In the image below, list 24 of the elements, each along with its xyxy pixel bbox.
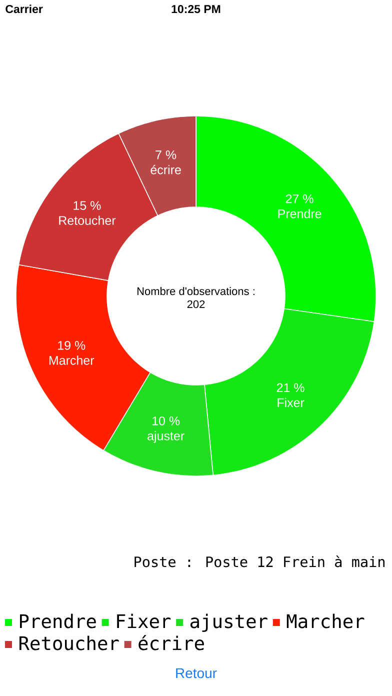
data-label: 15 %: [74, 201, 101, 210]
legend-label: Marcher: [286, 614, 364, 628]
text: Poste : Poste 12 Frein à main: [134, 556, 385, 568]
text: Retour: [176, 668, 217, 678]
legend-label: Retoucher: [20, 636, 119, 650]
slice-label: écrire: [150, 164, 181, 174]
data-label: 7 %: [156, 150, 176, 160]
data-label: 10 %: [152, 416, 180, 426]
slice-label: Fixer: [278, 398, 304, 408]
text: Nombre d'observations :: [137, 287, 254, 296]
text: 202: [187, 300, 205, 308]
slice-label: Prendre: [278, 209, 322, 218]
legend-label: écrire: [138, 635, 204, 650]
data-label: 27 %: [286, 194, 314, 204]
slice-label: ajuster: [148, 431, 184, 443]
data-label: 21 %: [276, 383, 304, 392]
legend-label: Prendre: [20, 614, 96, 628]
text: 10:25 PM: [172, 4, 220, 14]
data-label: 19 %: [58, 340, 86, 350]
slice-label: Marcher: [49, 356, 94, 365]
legend-label: Fixer: [117, 614, 171, 628]
legend-label: ajuster: [190, 614, 268, 632]
slice-label: Retoucher: [59, 216, 116, 225]
text: Carrier: [6, 4, 43, 14]
